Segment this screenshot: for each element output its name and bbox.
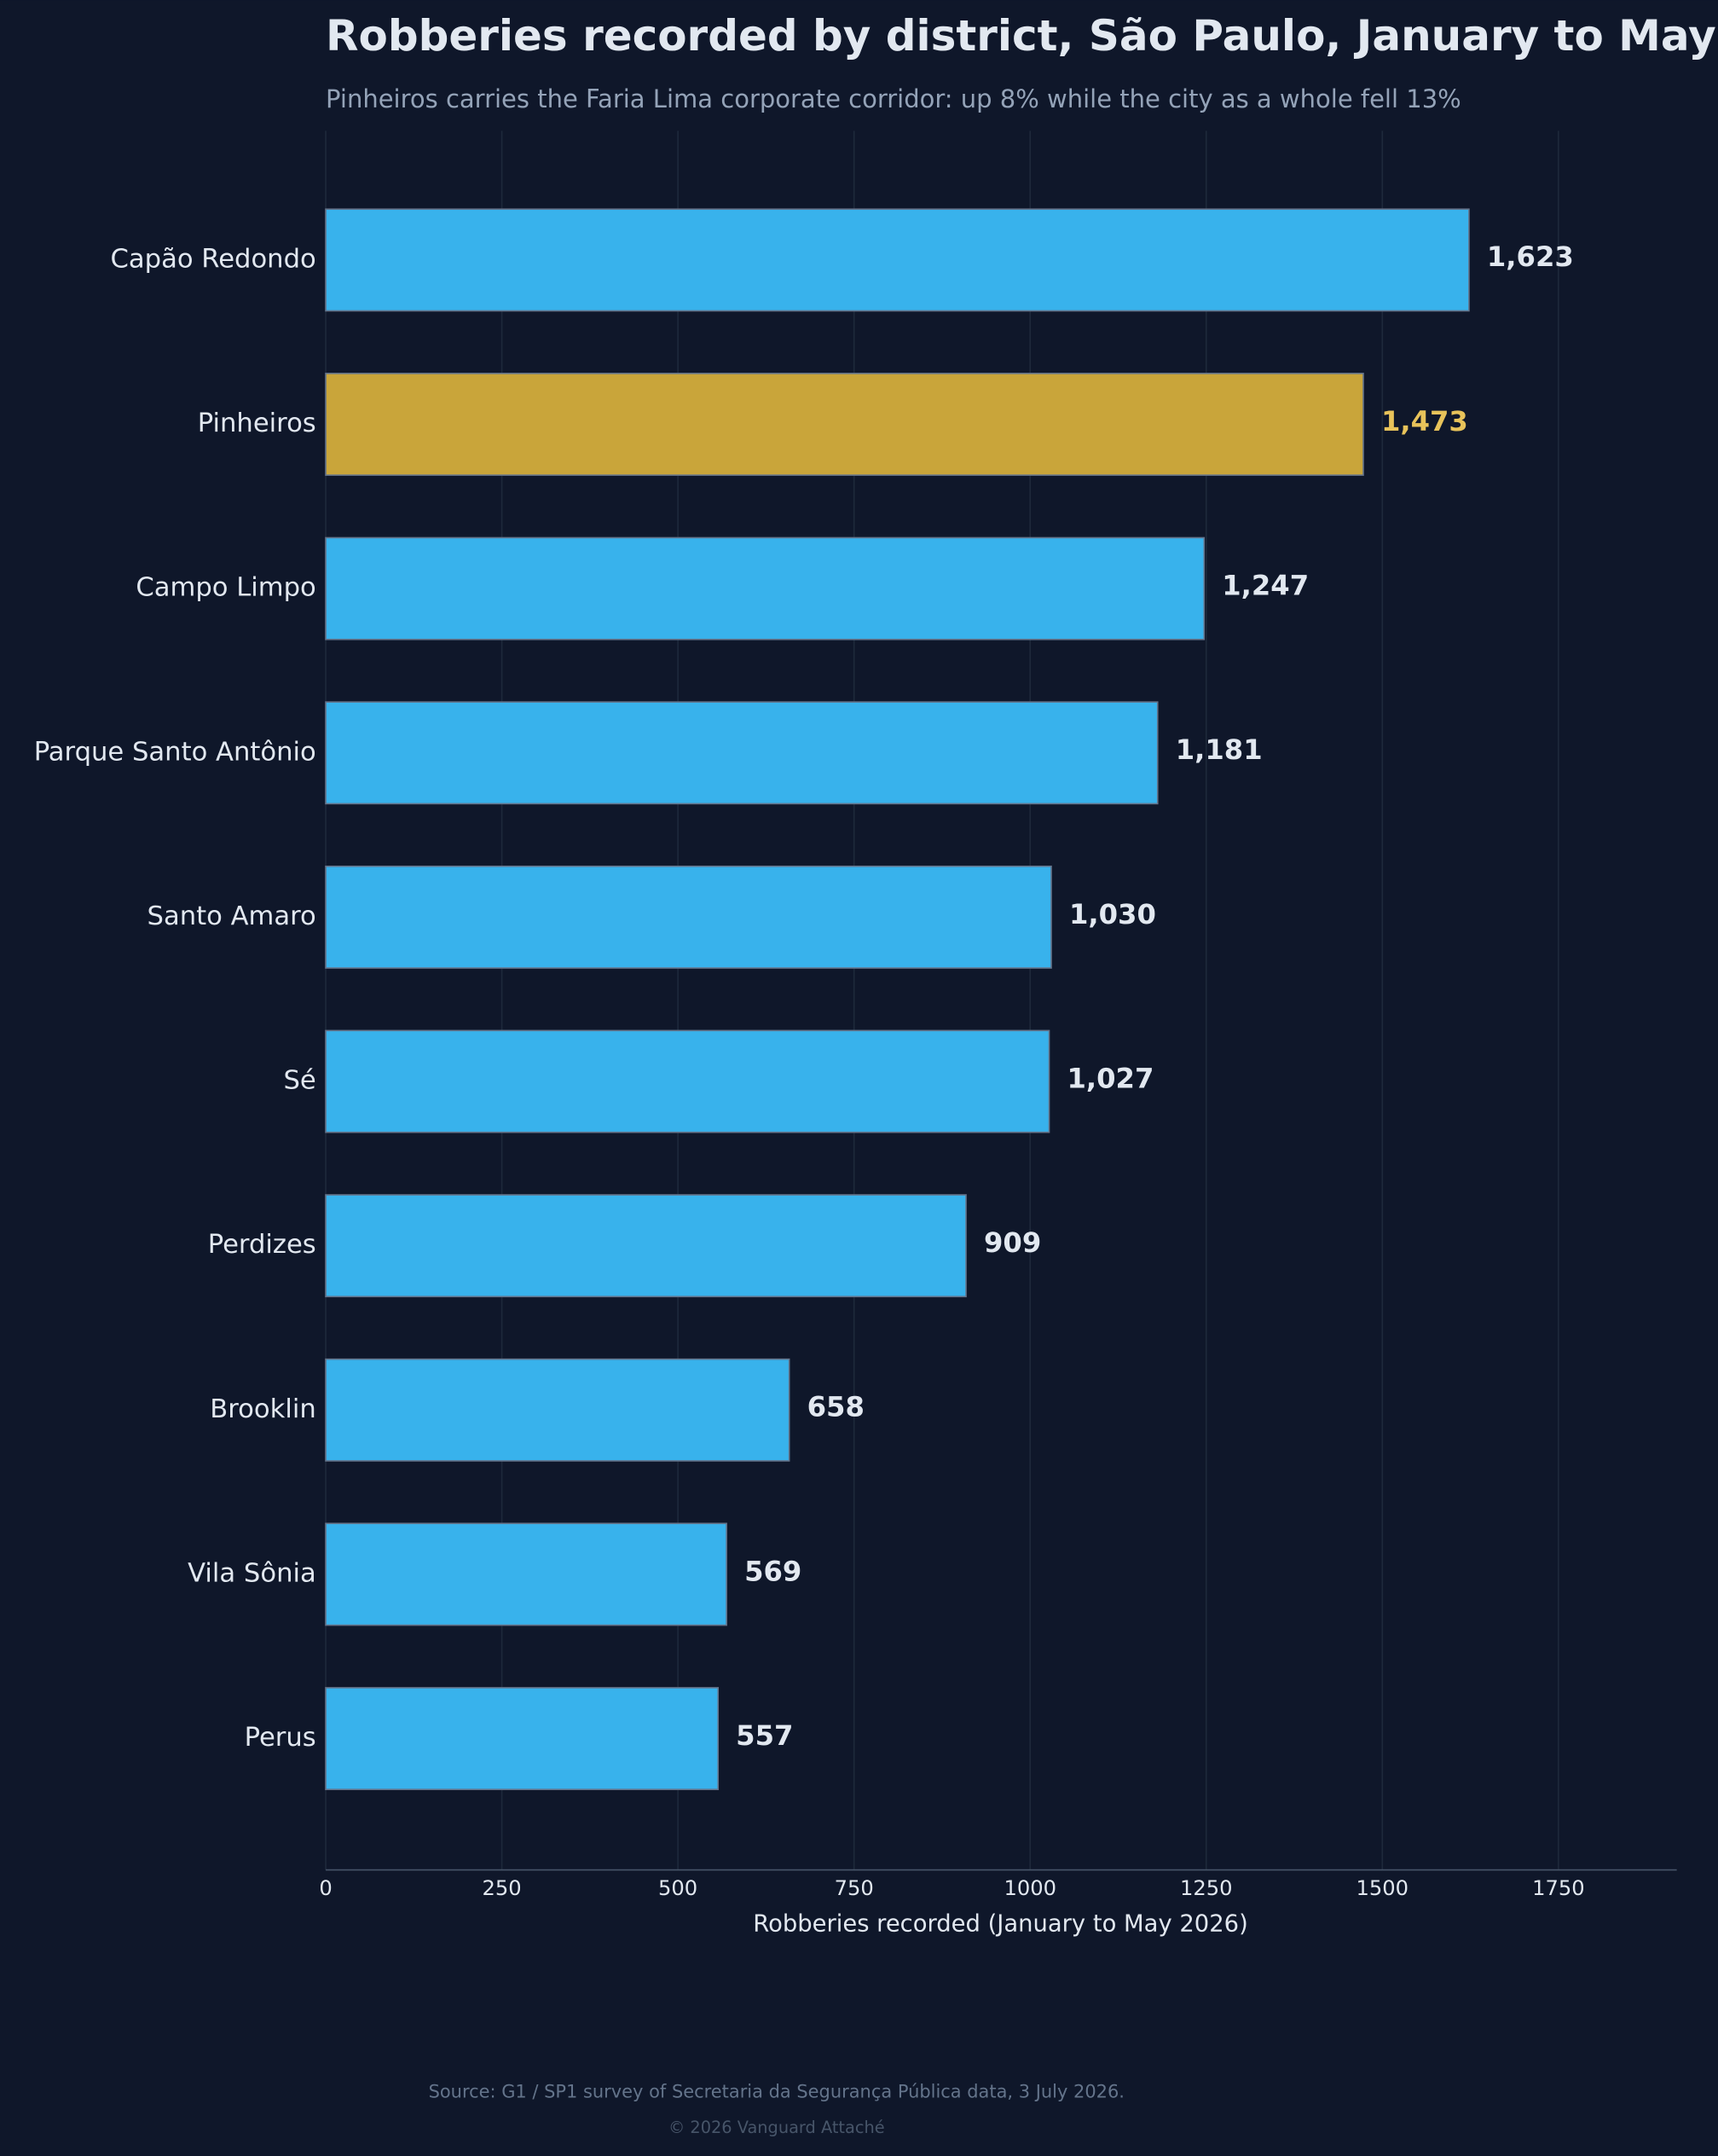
y-tick-label: Parque Santo Antônio <box>34 737 316 767</box>
y-tick-label: Brooklin <box>210 1394 316 1424</box>
x-tick-label: 0 <box>319 1876 332 1900</box>
x-tick-label: 1250 <box>1180 1876 1233 1900</box>
x-tick-label: 250 <box>483 1876 522 1900</box>
x-tick-label: 1500 <box>1356 1876 1409 1900</box>
credit: © 2026 Vanguard Attaché <box>668 2118 885 2137</box>
value-label: 1,473 <box>1381 405 1468 438</box>
y-tick-label: Capão Redondo <box>111 244 316 274</box>
value-label: 1,030 <box>1069 898 1156 930</box>
x-axis-label: Robberies recorded (January to May 2026) <box>753 1910 1247 1937</box>
x-tick-label: 1000 <box>1004 1876 1056 1900</box>
value-label: 1,181 <box>1176 733 1263 766</box>
value-label: 658 <box>807 1391 865 1423</box>
y-tick-label: Vila Sônia <box>188 1558 316 1588</box>
bar <box>325 1687 720 1791</box>
bar <box>325 1029 1050 1133</box>
y-tick-label: Perdizes <box>208 1230 316 1260</box>
bar <box>325 1522 727 1626</box>
value-label: 1,623 <box>1487 241 1574 273</box>
chart-subtitle: Pinheiros carries the Faria Lima corpora… <box>326 84 1461 113</box>
x-tick-label: 1750 <box>1532 1876 1585 1900</box>
bar <box>325 865 1052 969</box>
value-label: 569 <box>744 1555 801 1587</box>
bar <box>325 373 1364 476</box>
y-tick-label: Pinheiros <box>198 409 316 438</box>
value-label: 557 <box>736 1719 793 1752</box>
y-tick-label: Campo Limpo <box>136 573 315 603</box>
bar <box>325 536 1206 640</box>
value-label: 1,247 <box>1222 570 1309 602</box>
y-tick-label: Sé <box>283 1066 315 1096</box>
y-tick-label: Perus <box>245 1723 316 1753</box>
bar <box>325 701 1159 805</box>
chart-title: Robberies recorded by district, São Paul… <box>326 11 1718 61</box>
bar <box>325 208 1470 312</box>
value-label: 1,027 <box>1067 1062 1154 1094</box>
y-tick-label: Santo Amaro <box>148 901 316 931</box>
bar <box>325 1194 967 1298</box>
source-note: Source: G1 / SP1 survey of Secretaria da… <box>429 2082 1125 2102</box>
x-tick-label: 750 <box>835 1876 874 1900</box>
value-label: 909 <box>984 1226 1041 1259</box>
bar <box>325 1358 790 1462</box>
x-tick-label: 500 <box>658 1876 697 1900</box>
